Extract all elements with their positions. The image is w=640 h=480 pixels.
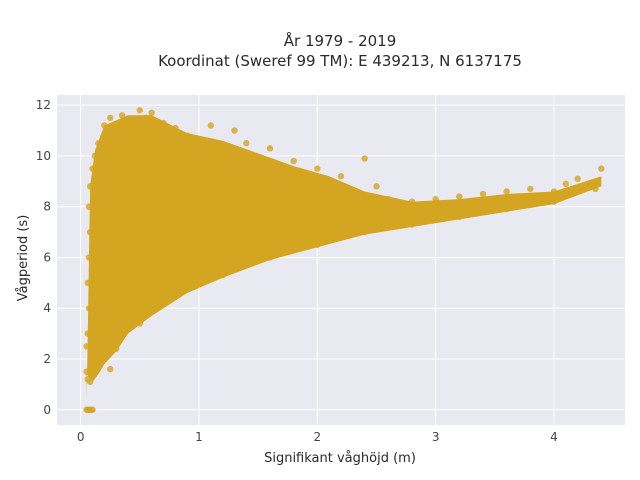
data-point [456, 193, 463, 200]
data-point [89, 373, 96, 380]
data-points [83, 107, 605, 413]
data-point [118, 112, 126, 119]
x-tick-label: 4 [550, 430, 558, 444]
data-point [101, 355, 108, 363]
y-axis-label: Vågperiod (s) [16, 215, 31, 302]
data-point [361, 155, 368, 162]
data-point [586, 180, 593, 188]
density-cloud [86, 115, 602, 403]
data-point [314, 241, 321, 248]
data-point [562, 180, 570, 188]
data-point [432, 195, 439, 203]
y-tick-label: 10 [36, 149, 51, 163]
data-point [337, 173, 345, 180]
data-point [574, 175, 581, 182]
data-point [85, 305, 93, 312]
point-cloud-area [86, 115, 602, 403]
data-point [373, 183, 380, 190]
data-point [89, 165, 96, 172]
chart-title-line2: Koordinat (Sweref 99 TM): E 439213, N 61… [158, 52, 522, 70]
data-point [183, 132, 191, 139]
data-point [598, 165, 605, 172]
data-point [479, 190, 487, 198]
x-tick-label: 0 [77, 430, 85, 444]
data-point [385, 195, 392, 203]
y-tick-label: 8 [43, 200, 51, 214]
data-point [95, 140, 102, 147]
data-point [84, 330, 91, 337]
data-point [91, 365, 99, 373]
data-point [85, 203, 93, 210]
y-tick-label: 0 [43, 403, 51, 417]
data-point [91, 152, 99, 160]
x-axis-ticks: 0 1 2 3 4 [77, 430, 558, 444]
data-point [408, 198, 416, 205]
y-tick-label: 4 [43, 301, 51, 315]
data-point [107, 114, 114, 122]
data-point [219, 272, 226, 279]
data-point [314, 165, 321, 172]
data-point [142, 114, 149, 122]
data-point [266, 254, 274, 261]
data-point [83, 343, 90, 350]
data-point [207, 122, 215, 129]
data-point [112, 345, 120, 353]
data-point [550, 198, 558, 205]
data-point [550, 188, 558, 195]
data-point [130, 117, 138, 124]
data-point [527, 185, 534, 193]
data-point [243, 140, 250, 147]
x-tick-label: 3 [432, 430, 440, 444]
x-tick-label: 1 [195, 430, 203, 444]
y-axis-ticks: 0 2 4 6 8 10 12 [36, 98, 51, 417]
data-point [592, 185, 599, 193]
data-point [84, 279, 91, 287]
data-point [456, 213, 463, 221]
data-point [408, 221, 416, 228]
data-point [136, 320, 144, 327]
y-tick-label: 6 [43, 250, 51, 264]
data-point [160, 119, 167, 127]
data-point [86, 378, 94, 386]
data-point [349, 188, 357, 195]
data-point [89, 406, 96, 413]
data-point [86, 183, 94, 190]
data-point [107, 365, 114, 373]
data-point [503, 188, 510, 195]
data-point [290, 157, 297, 165]
data-point [361, 228, 368, 236]
data-point [83, 368, 90, 375]
data-point [136, 107, 144, 114]
data-point [148, 109, 155, 116]
data-point [112, 127, 120, 134]
data-point [266, 145, 274, 152]
y-tick-label: 12 [36, 98, 51, 112]
data-point [86, 228, 94, 236]
data-point [95, 360, 102, 368]
data-point [101, 122, 108, 129]
data-point [85, 254, 93, 261]
data-point [172, 124, 179, 132]
chart-title-line1: År 1979 - 2019 [284, 31, 397, 50]
data-point [172, 292, 179, 299]
x-axis-label: Signifikant våghöjd (m) [264, 451, 416, 466]
data-point [231, 127, 238, 134]
x-tick-label: 2 [314, 430, 322, 444]
y-tick-label: 2 [43, 352, 51, 366]
data-point [503, 206, 510, 213]
